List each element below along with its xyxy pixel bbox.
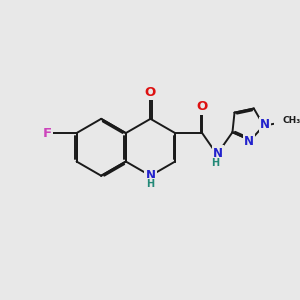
Text: H: H: [146, 179, 154, 189]
Text: H: H: [211, 158, 219, 167]
Text: F: F: [42, 127, 51, 140]
Text: CH₃: CH₃: [282, 116, 300, 125]
Text: N: N: [213, 146, 223, 160]
Text: O: O: [196, 100, 208, 113]
Text: N: N: [146, 169, 155, 182]
Text: N: N: [260, 118, 270, 131]
Text: N: N: [244, 135, 254, 148]
Text: O: O: [145, 86, 156, 99]
